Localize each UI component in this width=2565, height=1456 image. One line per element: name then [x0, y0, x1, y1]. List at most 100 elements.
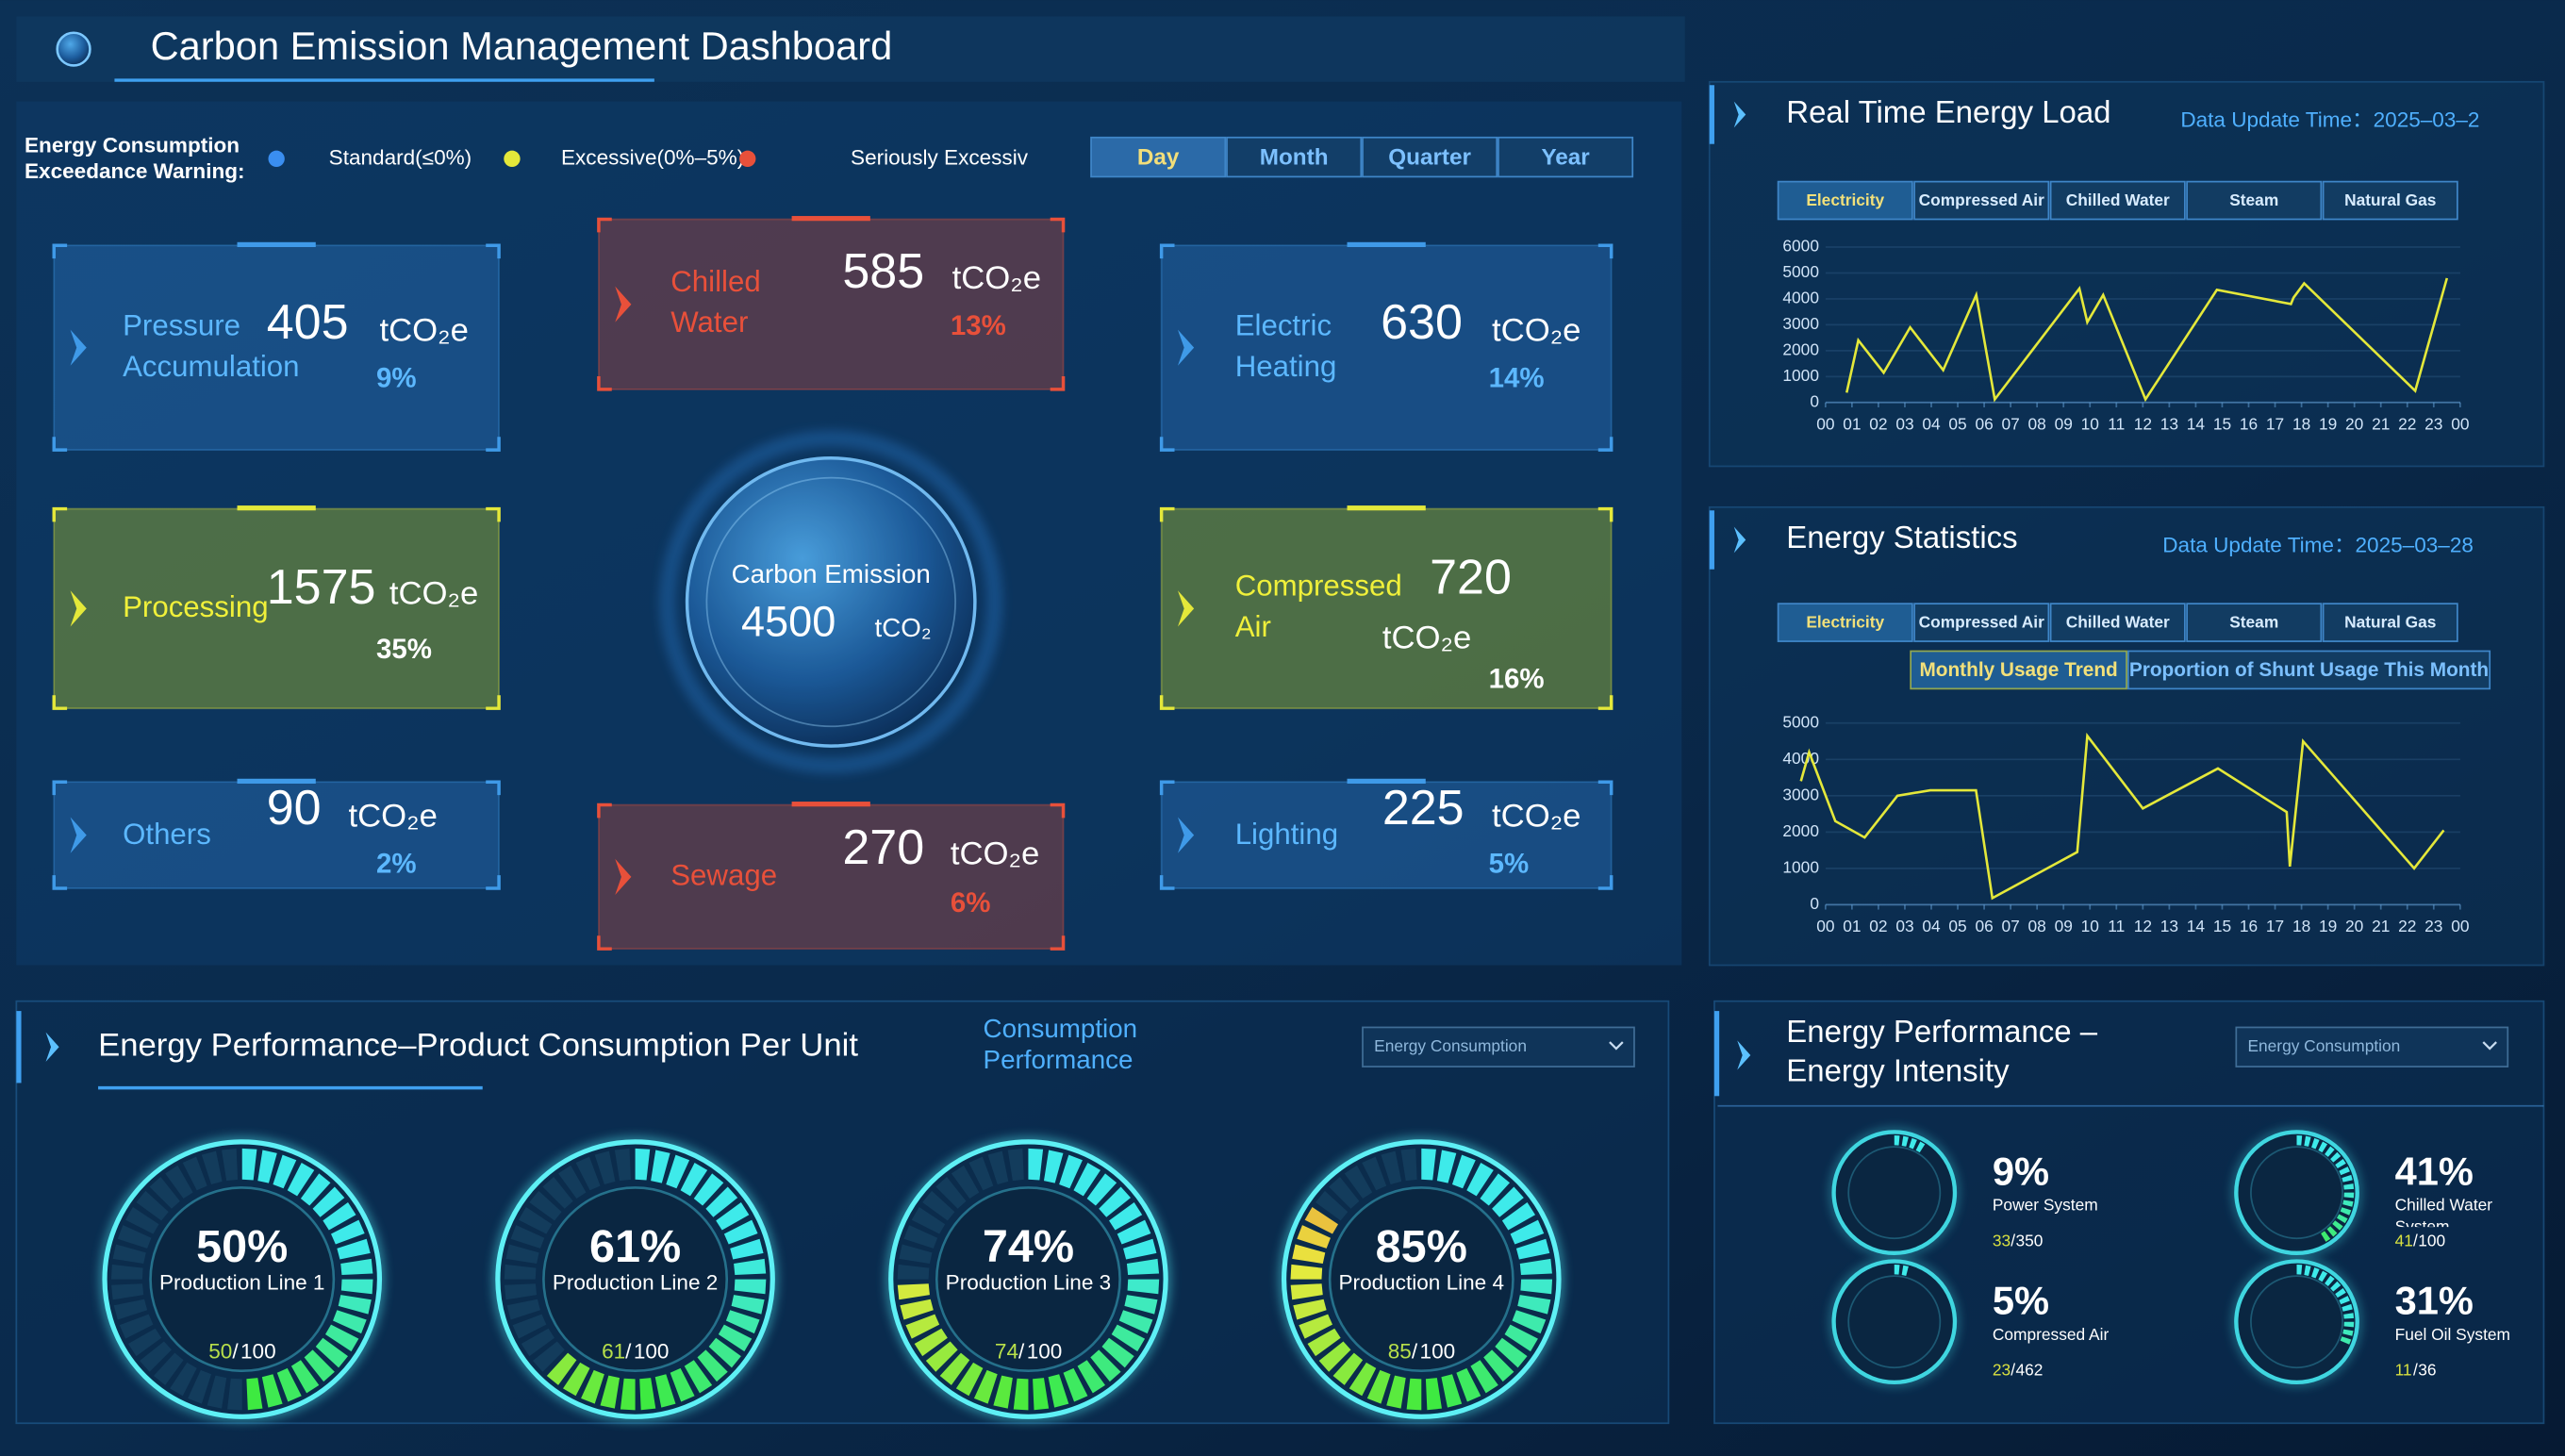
card-label: Pressure Accumulation — [123, 308, 300, 383]
ring-segment — [1901, 1135, 1909, 1147]
chart-tab[interactable] — [2049, 603, 2186, 642]
chart-tab-label[interactable]: Chilled Water — [2066, 190, 2170, 209]
chart-tab-label[interactable]: Chilled Water — [2066, 613, 2170, 632]
chart-tab-label[interactable]: Steam — [2229, 190, 2278, 209]
sub-tab-label[interactable]: Monthly Usage Trend — [1919, 659, 2117, 681]
ring-segment — [2342, 1303, 2353, 1312]
chart-tab[interactable] — [2322, 180, 2458, 221]
gauge-inner — [542, 1186, 729, 1373]
x-tick-label: 17 — [2266, 415, 2284, 434]
x-tick-label: 17 — [2266, 917, 2284, 935]
card-label: Others — [123, 818, 211, 852]
chart-tab-label[interactable]: Natural Gas — [2344, 190, 2436, 209]
chart-tab[interactable] — [2186, 603, 2323, 642]
period-tab[interactable] — [1090, 136, 1227, 178]
intensity-name: Fuel Oil System — [2394, 1326, 2511, 1345]
chart-tab-label[interactable]: Electricity — [1806, 190, 1884, 209]
x-tick-label: 10 — [2081, 415, 2099, 434]
ring-segment — [2339, 1166, 2350, 1176]
period-tab[interactable] — [1226, 136, 1363, 178]
update-time: Data Update Time：2025–03–2 — [2180, 108, 2479, 131]
gauge-segment-on — [1086, 1173, 1117, 1206]
sub-tab[interactable] — [1910, 650, 2127, 690]
x-tick-label: 05 — [1948, 415, 1966, 434]
gauge-segment-off — [117, 1225, 152, 1249]
chart-tab-label[interactable]: Electricity — [1806, 613, 1884, 632]
gauge-segment-off — [521, 1328, 554, 1357]
gauge-segment-on — [1118, 1310, 1153, 1334]
gauge-segment-on — [338, 1295, 372, 1315]
card-corner — [1597, 243, 1613, 259]
period-tab[interactable] — [1498, 136, 1634, 178]
gauge-percent: 50% — [196, 1221, 288, 1272]
chart-tab-label[interactable]: Natural Gas — [2344, 613, 2436, 632]
dropdown-label[interactable]: Energy Consumption — [1374, 1036, 1527, 1055]
gauge-segment-on — [273, 1154, 297, 1189]
card-accent — [1347, 241, 1426, 247]
arrow-icon — [1177, 590, 1195, 627]
legend-label: Seriously Excessiv — [851, 145, 1029, 169]
card — [1160, 507, 1613, 710]
chart-tab[interactable] — [1913, 603, 2050, 642]
gauge-segment-on — [1124, 1295, 1158, 1315]
card-corner — [52, 875, 68, 890]
chart-tab[interactable] — [2322, 603, 2458, 642]
period-tab-label[interactable]: Day — [1137, 145, 1180, 171]
card-corner — [52, 780, 68, 796]
gauge-segment-on — [1043, 1150, 1064, 1183]
gauge-segment-on — [684, 1360, 713, 1394]
card-accent — [1347, 505, 1426, 511]
card-corner — [486, 506, 501, 522]
period-tab-label[interactable]: Year — [1541, 145, 1590, 171]
ring-segment — [2340, 1336, 2352, 1345]
x-tick-label: 00 — [2451, 917, 2469, 935]
card-share: 2% — [376, 848, 417, 879]
card-label-box: Lighting — [1235, 818, 1338, 851]
intensity-percent: 5% — [1993, 1279, 2049, 1323]
card-label-box: Chilled Water — [670, 265, 760, 339]
period-tab-label[interactable]: Quarter — [1388, 145, 1471, 171]
x-tick-label: 01 — [1843, 917, 1861, 935]
chart-tab[interactable] — [2186, 180, 2323, 221]
sub-tab[interactable] — [2126, 650, 2491, 690]
dropdown[interactable] — [1362, 1026, 1635, 1067]
card-unit: tCO₂e — [348, 799, 437, 835]
data-line — [1845, 277, 2449, 403]
gauge-segment-off — [575, 1156, 601, 1191]
gauge-segment-on — [1127, 1279, 1160, 1295]
sub-tab-label[interactable]: Proportion of Shunt Usage This Month — [2129, 659, 2489, 681]
x-tick-label: 15 — [2213, 917, 2231, 935]
x-tick-label: 20 — [2345, 917, 2363, 935]
period-tab-label[interactable]: Month — [1260, 145, 1329, 171]
gauge-segment-on — [1492, 1186, 1524, 1217]
gauge-percent: 74% — [983, 1221, 1074, 1272]
card — [53, 507, 500, 710]
period-tab[interactable] — [1362, 136, 1498, 178]
chart-tab[interactable] — [1913, 180, 2050, 221]
gauge-segment-off — [1316, 1190, 1349, 1221]
chart-tab-label[interactable]: Steam — [2229, 613, 2278, 632]
gauge-segment-on — [546, 1352, 577, 1385]
chart-tab-label[interactable]: Compressed Air — [1919, 190, 2044, 209]
dropdown-label[interactable]: Energy Consumption — [2247, 1036, 2400, 1055]
x-tick-label: 14 — [2187, 917, 2206, 935]
gauge-segment-on — [905, 1314, 940, 1339]
gauge-segment-on — [1441, 1374, 1463, 1408]
gauge-segment-off — [201, 1150, 223, 1184]
y-tick-label: 3000 — [1782, 314, 1819, 333]
dropdown[interactable] — [2235, 1026, 2509, 1067]
gauge-segment-on — [1386, 1375, 1406, 1409]
gauge-segment-on — [725, 1310, 760, 1334]
x-tick-label: 02 — [1869, 917, 1887, 935]
chart-tab[interactable] — [1777, 603, 1913, 642]
chart-tab-label[interactable]: Compressed Air — [1919, 613, 2044, 632]
card — [1160, 781, 1613, 889]
ring-segment — [2321, 1231, 2331, 1242]
gauge-segment-on — [1436, 1150, 1457, 1183]
chart-tab[interactable] — [1777, 180, 1913, 221]
chart-tab[interactable] — [2049, 180, 2186, 221]
card-accent — [791, 216, 870, 222]
intensity-name-box: Compressed Air — [1993, 1327, 2109, 1345]
gauge-segment-on — [1123, 1238, 1157, 1260]
